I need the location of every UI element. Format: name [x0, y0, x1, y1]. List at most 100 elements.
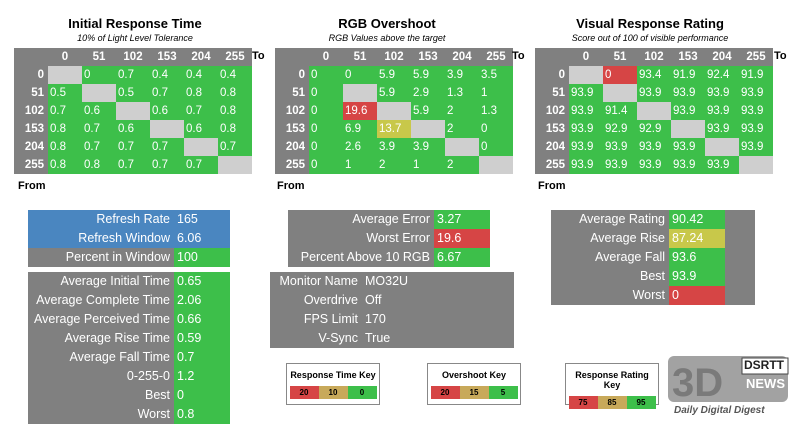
empty-cell — [116, 102, 150, 120]
column-header: 153 — [150, 48, 184, 66]
heatmap-cell: 5.9 — [411, 66, 445, 84]
stat-row: Percent in Window 100 — [28, 248, 230, 267]
heatmap-cell: 93.9 — [569, 156, 603, 174]
heatmap2-title: RGB Overshoot — [338, 16, 436, 31]
row-header: 102 — [275, 102, 309, 120]
monitor-panel: Monitor Name MO32U Overdrive Off FPS Limit 17… — [270, 272, 514, 348]
heatmap-cell: 2 — [445, 120, 479, 138]
heatmap-cell: 93.9 — [739, 84, 773, 102]
stat-list: Monitor Name MO32U Overdrive Off FPS Limit 17… — [270, 272, 514, 348]
heatmap-cell: 93.9 — [637, 156, 671, 174]
heatmap-cell: 6.9 — [343, 120, 377, 138]
empty-cell — [445, 138, 479, 156]
stat-label: Average Fall — [595, 250, 665, 264]
logo-brand: NEWS — [746, 376, 785, 391]
from-label: From — [538, 180, 566, 192]
empty-cell — [479, 156, 513, 174]
stat-value: 0.66 — [174, 310, 230, 329]
heatmap2-rgb-overshoot: 0 51 102 153 204 255 0 0 0 5.9 5.9 3.9 3.5 51 0 5.9 2.9 1… — [275, 48, 513, 174]
logo-tagline: Daily Digital Digest — [674, 405, 765, 416]
heatmap-cell: 0.7 — [116, 156, 150, 174]
row-header: 204 — [535, 138, 569, 156]
heatmap-cell: 93.9 — [637, 84, 671, 102]
heatmap-cell: 92.4 — [705, 66, 739, 84]
heatmap-cell: 93.9 — [603, 138, 637, 156]
stat-label: Best — [144, 388, 170, 402]
heatmap-cell: 0.7 — [218, 138, 252, 156]
to-label: To — [774, 50, 787, 62]
stat-value: 6.06 — [174, 229, 230, 248]
column-header: 0 — [569, 48, 603, 66]
column-header: 204 — [705, 48, 739, 66]
stat-value: 0 — [669, 286, 725, 305]
column-header: 51 — [603, 48, 637, 66]
stat-row: Average Rating 90.42 — [551, 210, 755, 229]
row-header: 153 — [535, 120, 569, 138]
heatmap-cell: 93.9 — [705, 120, 739, 138]
stat-row: Average Perceived Time 0.66 — [28, 310, 230, 329]
empty-cell — [739, 156, 773, 174]
stat-row: Average Complete Time 2.06 — [28, 291, 230, 310]
response-rating-key: Response Rating Key 75 85 95 — [565, 363, 659, 409]
empty-cell — [603, 84, 637, 102]
stat-label: Average Initial Time — [60, 274, 170, 288]
watermark-logo-graphic: 3D — [668, 356, 789, 405]
key-swatch-green: 0 — [347, 386, 377, 399]
stat-label: 0-255-0 — [126, 369, 170, 383]
heatmap-cell: 1.3 — [445, 84, 479, 102]
stat-row: Refresh Rate 165 — [28, 210, 230, 229]
heatmap-cell: 93.9 — [671, 102, 705, 120]
stat-value: 0.8 — [174, 405, 230, 424]
heatmap-cell: 5.9 — [411, 102, 445, 120]
key-title: Response Rating Key — [575, 370, 649, 390]
heatmap-cell: 19.6 — [343, 102, 377, 120]
key-swatch-green: 95 — [626, 396, 656, 409]
stat-list: Average Error 3.27 Worst Error 19.6 Percent … — [288, 210, 490, 267]
stat-list: Average Initial Time 0.65 Average Complete… — [28, 272, 230, 424]
column-header: 204 — [445, 48, 479, 66]
stat-row: Best 93.9 — [551, 267, 755, 286]
heatmap-cell: 3.9 — [445, 66, 479, 84]
logo-text: DSRTT — [744, 358, 784, 372]
heatmap-cell: 93.4 — [637, 66, 671, 84]
svg-text:3D: 3D — [672, 361, 723, 405]
stat-row: Average Fall Time 0.7 — [28, 348, 230, 367]
heatmap2-subtitle: RGB Values above the target — [328, 33, 446, 43]
heatmap-cell: 93.9 — [739, 120, 773, 138]
heatmap-cell: 0.4 — [150, 66, 184, 84]
stat-label: Average Error — [352, 212, 430, 226]
heatmap-cell: 0.7 — [82, 138, 116, 156]
row-header: 102 — [14, 102, 48, 120]
key-swatch-red: 75 — [568, 396, 598, 409]
heatmap-cell: 2 — [445, 102, 479, 120]
heatmap-cell: 91.9 — [739, 66, 773, 84]
heatmap-cell: 2.9 — [411, 84, 445, 102]
stat-label: Worst — [137, 407, 170, 421]
heatmap-cell: 93.9 — [705, 84, 739, 102]
heatmap-cell: 91.4 — [603, 102, 637, 120]
heatmap-cell: 0.8 — [82, 156, 116, 174]
heatmap-cell: 93.9 — [569, 138, 603, 156]
stat-value: 0.59 — [174, 329, 230, 348]
heatmap-cell: 0.7 — [184, 156, 218, 174]
heatmap-cell: 93.9 — [705, 102, 739, 120]
stat-label: Percent in Window — [65, 250, 170, 264]
stat-label: Overdrive — [303, 293, 358, 307]
heatmap-cell: 2 — [445, 156, 479, 174]
heatmap-cell: 0.4 — [218, 66, 252, 84]
row-header: 153 — [14, 120, 48, 138]
stat-row: Worst Error 19.6 — [288, 229, 490, 248]
column-header: 0 — [48, 48, 82, 66]
stat-row: Worst 0 — [551, 286, 755, 305]
stat-value: 165 — [174, 210, 230, 229]
heatmap-cell: 0.6 — [116, 120, 150, 138]
empty-cell — [569, 66, 603, 84]
heatmap-cell: 3.5 — [479, 66, 513, 84]
empty-cell — [343, 84, 377, 102]
heatmap-cell: 0.8 — [218, 102, 252, 120]
heatmap-cell: 93.9 — [637, 138, 671, 156]
heatmap1-title: Initial Response Time — [68, 16, 202, 31]
row-header: 0 — [275, 66, 309, 84]
stat-label: Monitor Name — [279, 274, 359, 288]
heatmap-table: 0 51 102 153 204 255 0 0 0 5.9 5.9 3.9 3.5 51 0 5.9 2.9 1… — [275, 48, 513, 174]
